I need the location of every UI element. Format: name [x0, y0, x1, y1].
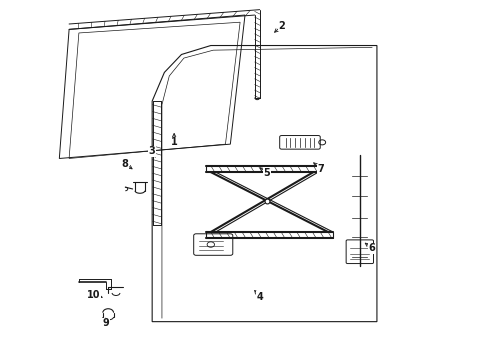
Text: 7: 7: [318, 164, 324, 174]
Text: 10: 10: [87, 290, 100, 300]
Text: 3: 3: [149, 146, 155, 156]
Text: 9: 9: [102, 319, 109, 328]
Text: 5: 5: [264, 168, 270, 178]
Text: 2: 2: [278, 21, 285, 31]
Text: 8: 8: [122, 159, 129, 169]
Text: 6: 6: [368, 243, 375, 253]
Text: 1: 1: [171, 138, 177, 147]
Text: 4: 4: [256, 292, 263, 302]
